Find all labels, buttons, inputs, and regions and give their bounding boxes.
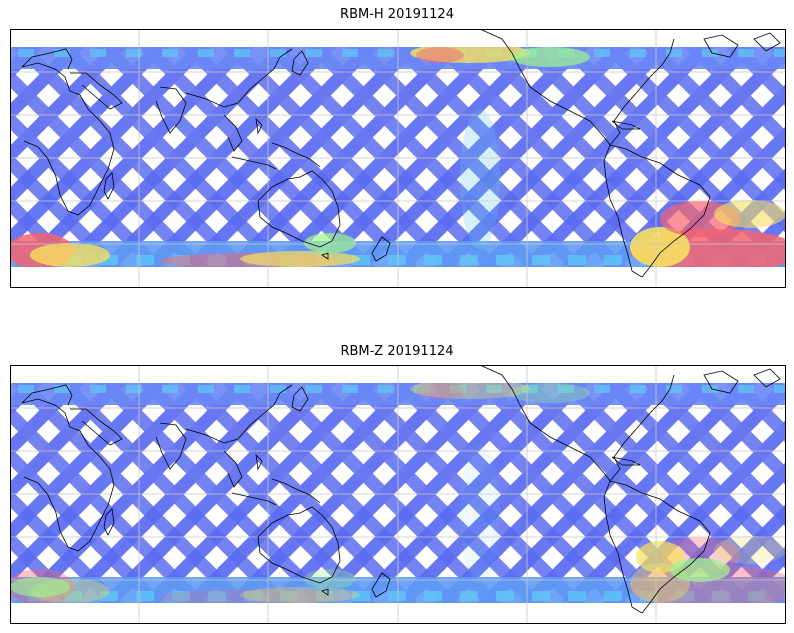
- coastline-path: [223, 114, 243, 152]
- coastline-path: [603, 480, 711, 614]
- coastline-path: [223, 450, 243, 488]
- coastline-path: [70, 72, 123, 110]
- anomaly-patch: [510, 383, 590, 403]
- coastline-path: [703, 34, 739, 58]
- panel-title-rbm-z: RBM-Z 20191124: [340, 344, 454, 359]
- anomaly-patch: [304, 569, 356, 589]
- coastline-path: [321, 252, 329, 260]
- panel-title-rbm-h: RBM-H 20191124: [340, 7, 454, 22]
- coastline-path: [257, 506, 341, 584]
- coastline-path: [257, 170, 341, 248]
- coastline-path: [70, 408, 123, 446]
- anomaly-patch: [10, 577, 70, 597]
- coastline-path: [271, 478, 321, 504]
- coastline-path: [185, 48, 293, 108]
- coastline-path: [479, 29, 675, 146]
- anomaly-patch: [240, 587, 360, 603]
- anomaly-patch: [304, 233, 356, 253]
- coastline-path: [753, 368, 781, 388]
- map-panel-rbm-z: [10, 365, 786, 624]
- graticule: [10, 29, 786, 288]
- coastline-path: [371, 236, 391, 262]
- coastline-path: [103, 172, 115, 200]
- coastline-path: [155, 422, 187, 470]
- coastlines: [21, 29, 781, 278]
- coastline-path: [255, 453, 263, 471]
- anomaly-patch: [460, 109, 500, 249]
- coastline-path: [271, 142, 321, 168]
- coastline-path: [753, 32, 781, 52]
- anomaly-patch: [714, 536, 786, 564]
- coastline-path: [231, 492, 277, 506]
- coastline-path: [231, 156, 277, 170]
- anomaly-patch: [630, 227, 690, 267]
- anomaly-patch: [240, 251, 360, 267]
- coastline-path: [155, 86, 187, 134]
- coastline-path: [185, 384, 293, 444]
- coastline-path: [255, 117, 263, 135]
- coastline-path: [103, 508, 115, 536]
- anomaly-patch: [714, 200, 786, 228]
- coastline-path: [21, 48, 73, 70]
- coastline-path: [479, 365, 675, 482]
- coastline-path: [371, 572, 391, 598]
- anomaly-patch: [630, 565, 786, 603]
- coastlines: [21, 365, 781, 614]
- coastline-path: [703, 370, 739, 394]
- coastline-path: [291, 386, 309, 412]
- anomaly-patch: [636, 541, 684, 573]
- anomaly-patch: [510, 47, 590, 67]
- graticule: [10, 365, 786, 624]
- coastline-path: [321, 588, 329, 596]
- anomaly-patch: [160, 589, 340, 603]
- coastline-path: [21, 62, 115, 216]
- coastline-path: [291, 50, 309, 76]
- map-frame: [10, 365, 786, 624]
- coastline-path: [603, 144, 711, 278]
- coastline-path: [21, 384, 73, 406]
- map-panel-rbm-h: [10, 29, 786, 288]
- anomaly-patch: [30, 243, 110, 267]
- anomaly-patch: [416, 383, 464, 399]
- anomaly-patch: [416, 47, 464, 63]
- map-frame: [10, 29, 786, 288]
- anomaly-patch: [670, 558, 730, 582]
- coastline-path: [611, 456, 641, 466]
- coastline-path: [611, 120, 641, 130]
- anomaly-patch: [460, 445, 500, 585]
- anomaly-patch: [410, 383, 530, 399]
- coastline-path: [21, 398, 115, 552]
